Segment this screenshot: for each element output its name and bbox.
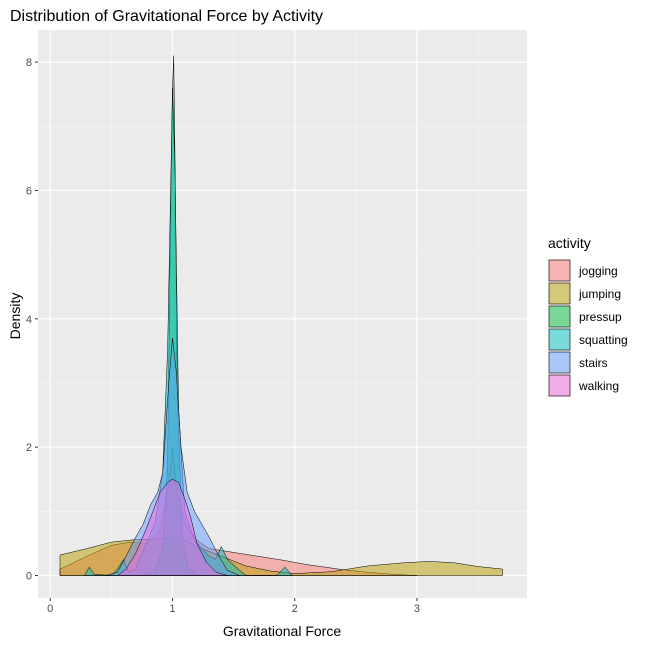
legend-label-walking: walking: [578, 379, 619, 393]
y-tick-label: 2: [26, 442, 32, 454]
y-axis-title: Density: [7, 293, 23, 340]
legend-key-stairs: [548, 351, 571, 374]
y-tick-label: 6: [26, 185, 32, 197]
x-tick-label: 0: [47, 603, 53, 615]
legend-label-jumping: jumping: [578, 287, 621, 301]
density-area-stairs: [104, 337, 240, 576]
legend-key-jogging: [548, 259, 571, 282]
legend-key-walking: [548, 374, 571, 397]
y-tick-label: 0: [26, 571, 32, 583]
legend-label-pressup: pressup: [579, 310, 622, 324]
y-axis: 0 2 4 6 8: [26, 57, 38, 583]
plot-panel: [38, 30, 527, 598]
legend-label-jogging: jogging: [578, 264, 618, 278]
x-tick-label: 1: [169, 603, 175, 615]
density-area-squatting: [84, 87, 293, 576]
legend-key-squatting: [548, 328, 571, 351]
legend-key-pressup: [548, 305, 571, 328]
legend-key-jumping: [548, 282, 571, 305]
legend-title: activity: [548, 235, 591, 251]
y-tick-label: 8: [26, 57, 32, 69]
x-axis-title: Gravitational Force: [223, 623, 341, 639]
density-area-walking: [117, 479, 228, 576]
legend-label-stairs: stairs: [579, 356, 608, 370]
legend-label-squatting: squatting: [579, 333, 628, 347]
x-tick-label: 2: [292, 603, 298, 615]
density-areas: [59, 55, 503, 576]
chart-title: Distribution of Gravitational Force by A…: [10, 8, 323, 25]
y-tick-label: 4: [26, 314, 32, 326]
legend: activity jogging jumping pressup squatting s…: [548, 235, 628, 397]
x-tick-label: 3: [414, 603, 420, 615]
x-axis: 0 1 2 3: [47, 598, 420, 615]
grid-minor: [38, 30, 527, 598]
